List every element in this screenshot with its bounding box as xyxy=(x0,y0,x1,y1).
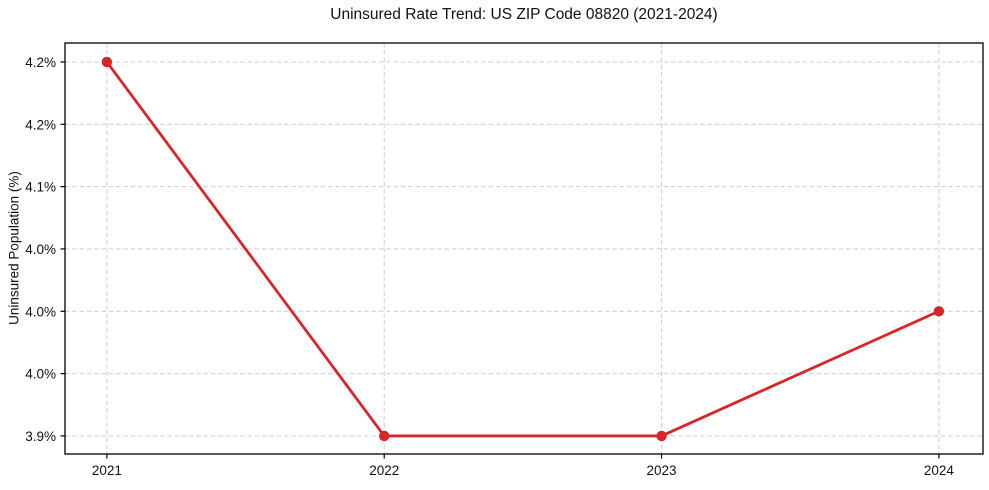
x-tick-label: 2024 xyxy=(924,463,955,478)
data-point-marker xyxy=(379,430,390,442)
data-point-marker xyxy=(656,430,667,442)
y-tick-label: 3.9% xyxy=(25,429,56,444)
y-tick-label: 4.1% xyxy=(25,180,56,195)
y-tick-label: 4.0% xyxy=(25,304,56,319)
x-tick-label: 2022 xyxy=(369,463,399,478)
y-tick-label: 4.2% xyxy=(25,55,56,70)
data-point-marker xyxy=(101,56,113,68)
x-tick-label: 2021 xyxy=(92,463,122,478)
chart-title: Uninsured Rate Trend: US ZIP Code 08820 … xyxy=(330,6,718,23)
y-tick-label: 4.0% xyxy=(25,367,56,382)
x-tick-label: 2023 xyxy=(647,463,677,478)
data-point-marker xyxy=(933,306,945,317)
y-tick-label: 4.0% xyxy=(25,242,56,257)
y-tick-label: 4.2% xyxy=(25,117,56,132)
plot-border xyxy=(64,42,984,455)
trend-line xyxy=(105,60,941,438)
y-axis-label: Uninsured Population (%) xyxy=(6,171,22,325)
